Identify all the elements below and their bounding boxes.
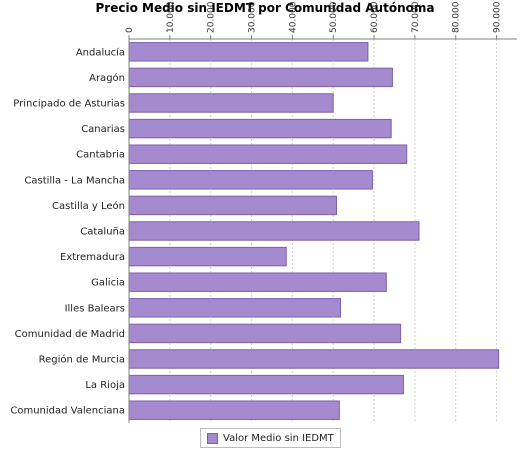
category-label: Aragón [89, 72, 125, 84]
x-tick-label: 90.000 [493, 1, 503, 33]
category-label: La Rioja [85, 380, 125, 391]
category-label: Extremadura [60, 252, 125, 263]
category-label: Región de Murcia [39, 354, 125, 366]
category-label: Cantabria [76, 150, 125, 161]
bar [128, 272, 387, 292]
bar [128, 170, 373, 190]
x-tick-label: 70.000 [411, 1, 421, 33]
legend-swatch [207, 432, 218, 444]
chart-title: Precio Medio sin IEDMT por Comunidad Aut… [96, 1, 435, 15]
bar [128, 93, 334, 113]
bar [128, 349, 500, 369]
legend: Valor Medio sin IEDMT [200, 428, 341, 448]
category-label: Canarias [81, 124, 125, 135]
x-tick-label: 20.000 [207, 1, 217, 33]
bar [128, 42, 369, 62]
bar [128, 246, 287, 267]
x-tick-label: 80.000 [452, 1, 462, 33]
bar [128, 195, 337, 216]
category-labels: Andalucía Aragón Principado de Asturias Can… [10, 46, 125, 416]
bar [128, 144, 408, 164]
category-label: Principado de Asturias [13, 99, 125, 110]
bar [128, 323, 402, 344]
x-axis-ticks: 0 10.000 20.000 30.000 40.000 50.000 60.000 70.… [125, 1, 503, 39]
x-tick-label: 0 [125, 27, 135, 33]
category-label: Comunidad de Madrid [15, 329, 125, 340]
legend-label: Valor Medio sin IEDMT [223, 432, 334, 444]
category-label: Castilla - La Mancha [24, 175, 125, 186]
x-tick-label: 30.000 [248, 1, 258, 33]
x-tick-label: 50.000 [329, 1, 339, 33]
bar [128, 374, 404, 395]
bar [128, 400, 340, 420]
category-label: Cataluña [80, 227, 125, 238]
category-label: Castilla y León [52, 200, 125, 212]
bar [128, 221, 420, 241]
x-tick-label: 40.000 [288, 1, 298, 33]
bar [128, 67, 393, 88]
category-label: Comunidad Valenciana [10, 406, 125, 417]
x-tick-label: 60.000 [370, 1, 380, 33]
bars [128, 42, 500, 420]
bar [128, 118, 392, 139]
bar [128, 298, 342, 318]
x-tick-label: 10.000 [166, 1, 176, 33]
category-label: Galicia [91, 278, 125, 289]
category-label: Illes Balears [65, 303, 125, 314]
category-label: Andalucía [76, 46, 125, 58]
